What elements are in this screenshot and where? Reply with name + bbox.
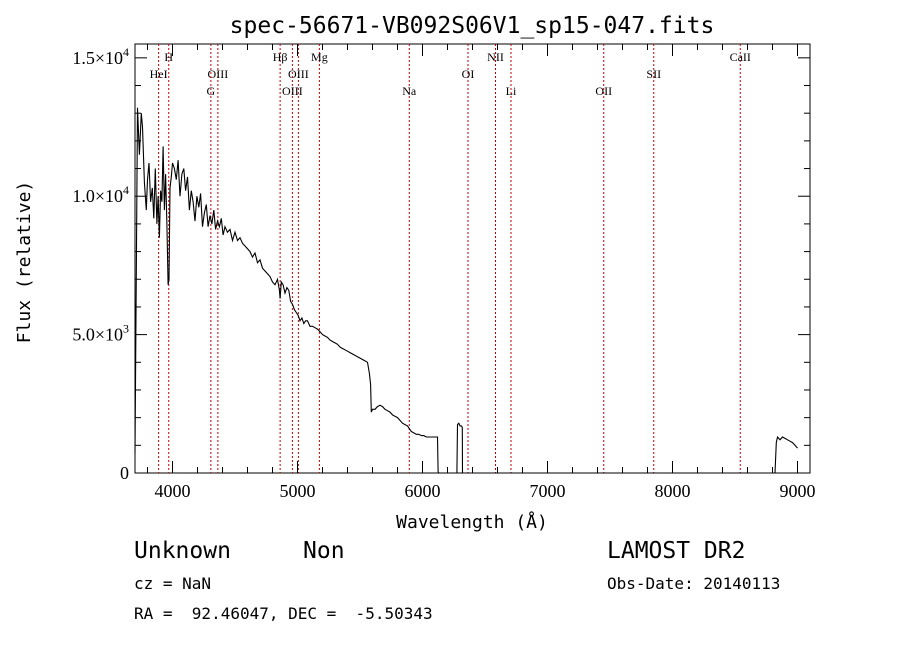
spectral-line-label: CaII [730,50,751,64]
survey-name: LAMOST DR2 [607,538,746,564]
spectral-line-label: OI [462,67,475,81]
x-tick-label: 6000 [405,481,441,501]
x-tick-label: 8000 [655,481,691,501]
spectral-line-label: OIII [208,67,229,81]
y-tick-label: 1.0×104 [72,183,129,206]
y-tick-label: 1.5×104 [72,45,129,68]
y-axis-label: Flux (relative) [14,181,35,344]
spectral-line-label: H [164,50,173,64]
chart-title: spec-56671-VB092S06V1_sp15-047.fits [230,13,715,39]
spectral-line-label: Mg [311,50,328,64]
spectral-line-label: Na [402,84,417,98]
coordinates-text: RA = 92.46047, DEC = -5.50343 [134,604,433,623]
axis-ticks: 4000 5000 6000 7000 8000 9000 0 5.0×103 1.0×104 1… [72,44,816,501]
plot-frame [134,43,811,474]
spectral-line-label: NII [487,50,504,64]
spectral-line-label: Hβ [273,50,288,64]
x-tick-label: 4000 [155,481,191,501]
spectral-line-label: OIII [288,67,309,81]
object-class: Unknown [134,538,231,564]
spectral-line-label: Li [506,84,517,98]
spectral-line-label: OIII [282,84,303,98]
x-axis-label: Wavelength (Å) [396,511,548,533]
y-tick-label: 5.0×103 [72,322,129,345]
obs-date-text: Obs-Date: 20140113 [607,574,781,593]
spectral-line-label: OII [595,84,612,98]
spectral-line-label: HeI [150,67,168,81]
x-tick-label: 9000 [780,481,816,501]
spectrum-series-line [134,107,798,474]
y-tick-label: 0 [120,463,129,483]
spectral-line-label: SII [646,67,661,81]
x-tick-label: 5000 [280,481,316,501]
redshift-text: cz = NaN [134,574,212,593]
spectral-line-label: G [207,84,216,98]
object-subclass: Non [303,538,345,564]
x-tick-label: 7000 [530,481,566,501]
